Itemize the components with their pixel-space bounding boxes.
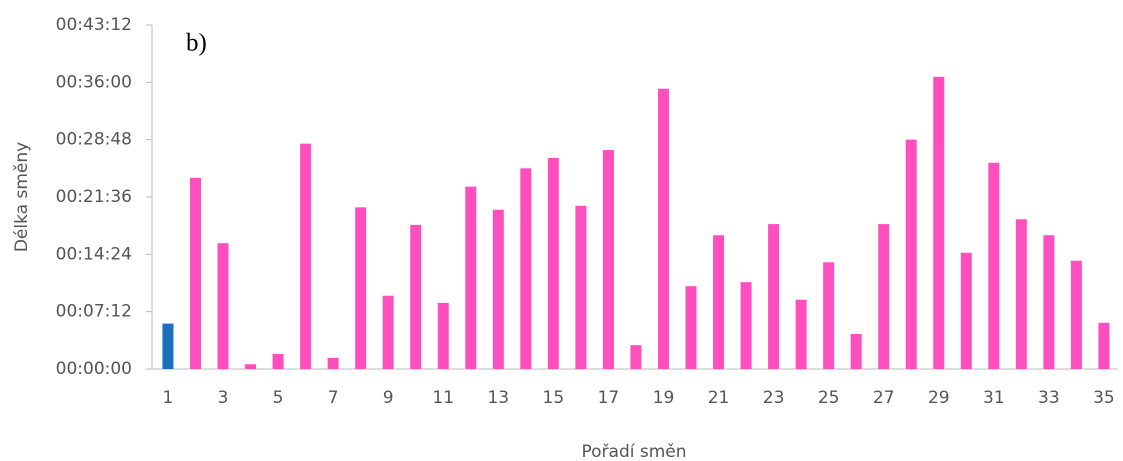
bar — [492, 209, 504, 369]
x-tick-label: 27 — [873, 388, 895, 408]
y-tick-label: 00:14:24 — [56, 244, 132, 264]
x-tick-label: 35 — [1093, 388, 1115, 408]
y-tick-label: 00:21:36 — [56, 187, 132, 207]
y-tick-label: 00:07:12 — [56, 302, 132, 322]
x-tick-label: 15 — [543, 388, 565, 408]
bar — [162, 323, 174, 369]
bar — [1015, 219, 1027, 369]
bar — [933, 76, 945, 369]
bar — [382, 295, 394, 369]
bar — [547, 157, 559, 369]
bar — [602, 150, 614, 369]
x-tick-label: 33 — [1038, 388, 1060, 408]
bar — [272, 353, 284, 369]
bar — [189, 177, 201, 369]
bar — [327, 357, 339, 369]
x-tick-label: 13 — [487, 388, 509, 408]
bar — [823, 262, 835, 369]
bar — [1098, 322, 1110, 369]
x-tick-label: 23 — [763, 388, 785, 408]
bar — [465, 186, 477, 369]
bar — [850, 333, 862, 369]
bar — [1043, 235, 1055, 369]
bar — [795, 299, 807, 369]
x-tick-label: 5 — [273, 388, 284, 408]
x-tick-label: 25 — [818, 388, 840, 408]
bar — [878, 224, 890, 369]
x-tick-label: 19 — [653, 388, 675, 408]
x-tick-label: 17 — [598, 388, 620, 408]
x-tick-label: 29 — [928, 388, 950, 408]
y-tick-label: 00:36:00 — [56, 72, 132, 92]
bar — [410, 224, 422, 369]
bar — [768, 224, 780, 369]
x-tick-label: 9 — [383, 388, 394, 408]
bar — [905, 139, 917, 369]
y-axis-title: Délka směny — [12, 142, 32, 252]
bar — [300, 143, 312, 369]
annotation: b) — [186, 30, 207, 57]
bar — [713, 235, 725, 369]
x-tick-label: 11 — [432, 388, 454, 408]
bar — [520, 168, 532, 369]
x-tick-label: 31 — [983, 388, 1005, 408]
x-tick-label: 7 — [328, 388, 339, 408]
x-tick-label: 3 — [218, 388, 229, 408]
bar — [685, 286, 697, 369]
bar — [355, 207, 367, 369]
bar — [630, 345, 642, 369]
x-tick-label: 21 — [708, 388, 730, 408]
bar — [988, 162, 1000, 369]
y-tick-label: 00:43:12 — [56, 15, 132, 35]
bar — [217, 243, 229, 369]
bar — [245, 364, 257, 369]
bar — [740, 282, 752, 369]
bar — [657, 88, 669, 369]
bar — [437, 302, 449, 369]
x-tick-label: 1 — [163, 388, 174, 408]
x-axis-title: Pořadí směn — [581, 442, 686, 461]
bar — [575, 205, 587, 369]
y-tick-label: 00:00:00 — [56, 359, 132, 379]
y-tick-label: 00:28:48 — [56, 130, 132, 150]
bar — [1070, 260, 1082, 369]
bar — [960, 252, 972, 369]
